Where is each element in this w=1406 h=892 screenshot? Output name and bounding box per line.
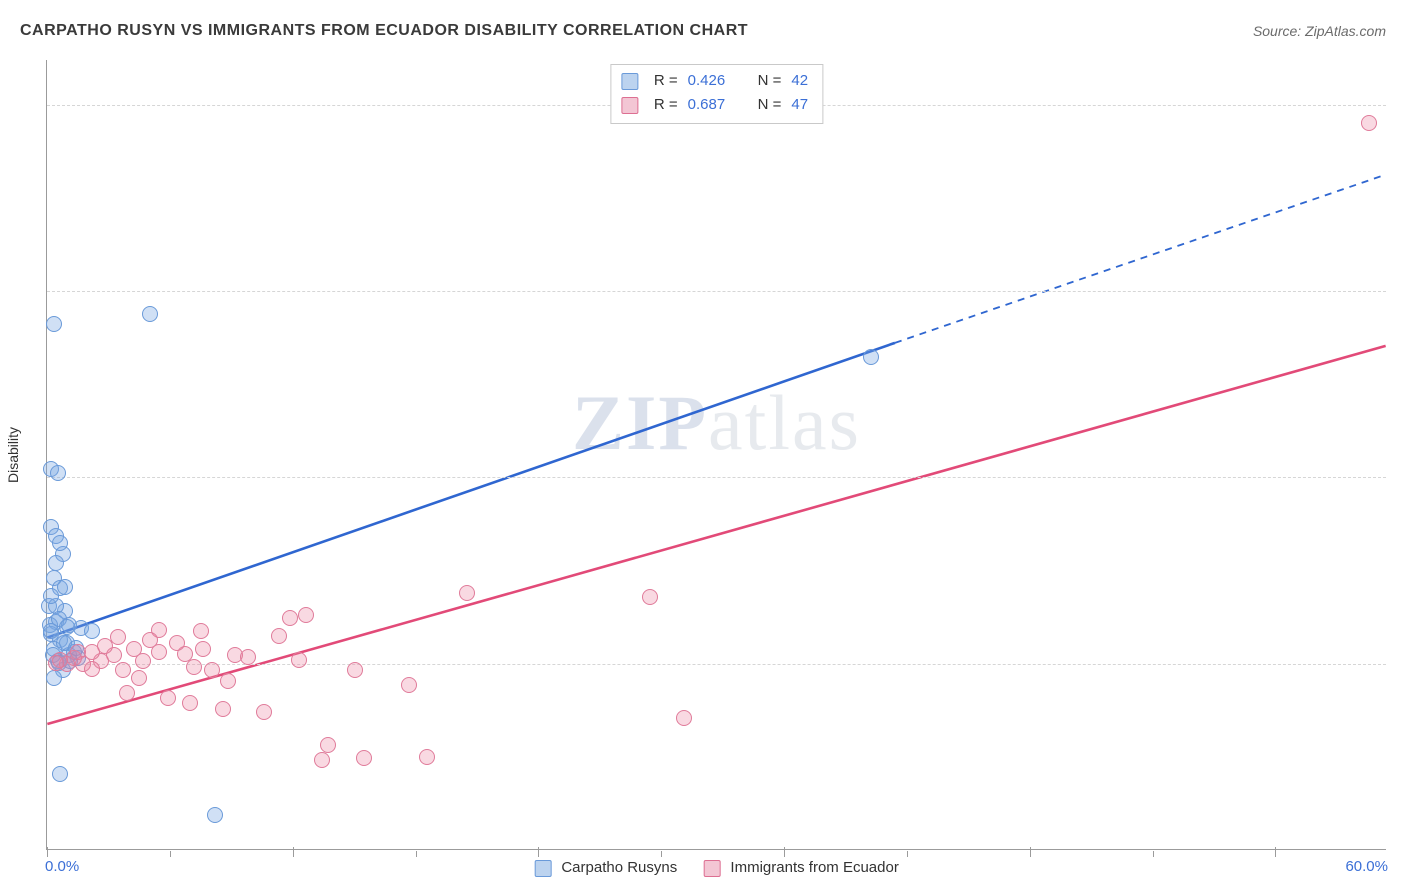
data-point-ecuador: [298, 607, 314, 623]
data-point-carpatho: [59, 619, 75, 635]
n-label: N =: [758, 69, 782, 93]
x-tick-major: [1030, 847, 1031, 857]
data-point-ecuador: [282, 610, 298, 626]
data-point-ecuador: [204, 662, 220, 678]
data-point-carpatho: [52, 535, 68, 551]
data-point-carpatho: [46, 316, 62, 332]
data-point-ecuador: [356, 750, 372, 766]
gridline-h: [47, 477, 1386, 478]
data-point-carpatho: [142, 306, 158, 322]
data-point-ecuador: [126, 641, 142, 657]
data-point-ecuador: [193, 623, 209, 639]
x-tick-minor: [907, 851, 908, 857]
data-point-ecuador: [240, 649, 256, 665]
trend-line: [895, 175, 1386, 343]
data-point-carpatho: [52, 766, 68, 782]
legend-swatch-series-1: [621, 97, 638, 114]
data-point-ecuador: [256, 704, 272, 720]
y-tick-label: 25.0%: [1390, 469, 1406, 486]
data-point-carpatho: [84, 623, 100, 639]
data-point-ecuador: [110, 629, 126, 645]
x-tick-minor: [1153, 851, 1154, 857]
data-point-ecuador: [676, 710, 692, 726]
y-tick-label: 37.5%: [1390, 283, 1406, 300]
correlation-legend-row-2: R = 0.687 N = 47: [621, 93, 808, 117]
x-tick-major: [538, 847, 539, 857]
gridline-h: [47, 291, 1386, 292]
x-axis-max-label: 60.0%: [1345, 858, 1388, 875]
r-label: R =: [654, 69, 678, 93]
chart-frame: Disability ZIPatlas 12.5%25.0%37.5%50.0%…: [46, 60, 1386, 850]
data-point-ecuador: [115, 662, 131, 678]
x-tick-major: [1275, 847, 1276, 857]
series-legend-item-0: Carpatho Rusyns: [534, 859, 677, 877]
x-tick-minor: [661, 851, 662, 857]
y-axis-label: Disability: [5, 426, 21, 482]
series-legend: Carpatho Rusyns Immigrants from Ecuador: [534, 859, 899, 877]
data-point-carpatho: [46, 670, 62, 686]
r-label: R =: [654, 93, 678, 117]
data-point-carpatho: [863, 349, 879, 365]
x-tick-minor: [170, 851, 171, 857]
x-tick-major: [47, 847, 48, 857]
data-point-ecuador: [291, 652, 307, 668]
data-point-ecuador: [1361, 115, 1377, 131]
data-point-ecuador: [169, 635, 185, 651]
data-point-ecuador: [195, 641, 211, 657]
data-point-ecuador: [271, 628, 287, 644]
legend-swatch-series-0: [534, 860, 551, 877]
data-point-ecuador: [182, 695, 198, 711]
data-point-ecuador: [131, 670, 147, 686]
data-point-ecuador: [320, 737, 336, 753]
data-point-ecuador: [70, 644, 86, 660]
data-point-ecuador: [119, 685, 135, 701]
data-point-carpatho: [207, 807, 223, 823]
data-point-ecuador: [160, 690, 176, 706]
r-value-0: 0.426: [688, 69, 736, 93]
correlation-legend-row-1: R = 0.426 N = 42: [621, 69, 808, 93]
n-value-1: 47: [791, 93, 808, 117]
data-point-ecuador: [401, 677, 417, 693]
legend-swatch-series-0: [621, 73, 638, 90]
data-point-ecuador: [215, 701, 231, 717]
n-label: N =: [758, 93, 782, 117]
data-point-ecuador: [314, 752, 330, 768]
x-axis-min-label: 0.0%: [45, 858, 79, 875]
x-tick-major: [293, 847, 294, 857]
chart-title: CARPATHO RUSYN VS IMMIGRANTS FROM ECUADO…: [20, 22, 748, 40]
data-point-carpatho: [57, 579, 73, 595]
trend-line: [47, 346, 1385, 724]
data-point-ecuador: [419, 749, 435, 765]
correlation-legend: R = 0.426 N = 42 R = 0.687 N = 47: [610, 64, 823, 124]
chart-source: Source: ZipAtlas.com: [1253, 23, 1386, 39]
x-tick-major: [784, 847, 785, 857]
data-point-ecuador: [84, 661, 100, 677]
x-tick-minor: [416, 851, 417, 857]
series-label-1: Immigrants from Ecuador: [730, 859, 898, 876]
data-point-ecuador: [48, 655, 64, 671]
data-point-ecuador: [347, 662, 363, 678]
n-value-0: 42: [791, 69, 808, 93]
series-legend-item-1: Immigrants from Ecuador: [703, 859, 899, 877]
r-value-1: 0.687: [688, 93, 736, 117]
source-name: ZipAtlas.com: [1305, 23, 1386, 39]
data-point-ecuador: [220, 673, 236, 689]
data-point-carpatho: [50, 465, 66, 481]
data-point-ecuador: [186, 659, 202, 675]
trend-lines-svg: [47, 60, 1386, 849]
chart-header: CARPATHO RUSYN VS IMMIGRANTS FROM ECUADO…: [20, 22, 1386, 40]
series-label-0: Carpatho Rusyns: [561, 859, 677, 876]
data-point-carpatho: [48, 555, 64, 571]
data-point-carpatho: [43, 623, 59, 639]
data-point-ecuador: [642, 589, 658, 605]
source-prefix: Source:: [1253, 23, 1305, 39]
plot-area: 12.5%25.0%37.5%50.0%: [47, 60, 1386, 849]
legend-swatch-series-1: [703, 860, 720, 877]
data-point-ecuador: [142, 632, 158, 648]
y-tick-label: 12.5%: [1390, 655, 1406, 672]
y-tick-label: 50.0%: [1390, 96, 1406, 113]
data-point-ecuador: [459, 585, 475, 601]
